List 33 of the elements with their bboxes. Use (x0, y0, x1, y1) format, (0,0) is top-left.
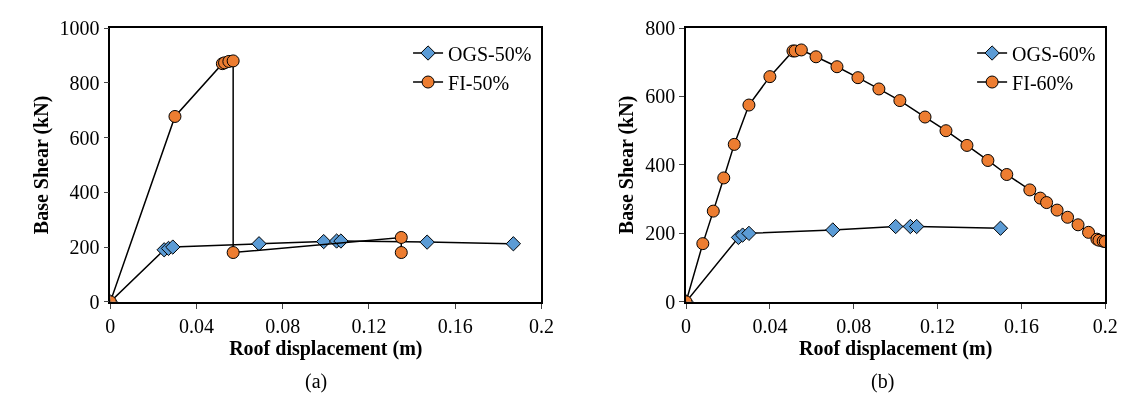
text: (a) (305, 370, 328, 393)
x-tick-label: 0.12 (920, 314, 956, 337)
x-tick-label: 0 (681, 314, 692, 337)
x-tick-label: 0.04 (179, 314, 215, 337)
y-tick-label: 400 (645, 153, 676, 176)
y-tick-label: 0 (89, 290, 100, 313)
legend-label: FI-50% (448, 71, 510, 94)
x-tick-label: 0.16 (1003, 314, 1039, 337)
y-tick-label: 200 (645, 222, 676, 245)
x-axis-title: Roof displacement (m) (799, 336, 993, 360)
y-axis-title: Base Shear (kN) (29, 95, 53, 235)
x-tick-label: 0.16 (437, 314, 473, 337)
x-tick-label: 0.12 (351, 314, 387, 337)
x-tick-label: 0.08 (265, 314, 301, 337)
legend-label: OGS-50% (448, 42, 532, 65)
y-axis-title: Base Shear (kN) (615, 95, 639, 235)
text: (b) (871, 370, 895, 393)
x-tick-label: 0.08 (836, 314, 872, 337)
x-axis-title: Roof displacement (m) (229, 336, 423, 360)
y-tick-label: 200 (69, 236, 100, 259)
x-tick-label: 0.04 (752, 314, 788, 337)
legend-label: FI-60% (1012, 71, 1074, 94)
y-tick-label: 400 (69, 181, 100, 204)
x-tick-label: 0 (105, 314, 116, 337)
y-tick-label: 600 (69, 126, 100, 149)
y-tick-label: 600 (645, 85, 676, 108)
y-tick-label: 1000 (59, 17, 100, 40)
x-tick-label: 0.2 (528, 314, 554, 337)
y-tick-label: 800 (645, 17, 676, 40)
legend-label: OGS-60% (1012, 42, 1096, 65)
y-tick-label: 0 (665, 290, 676, 313)
y-tick-label: 800 (69, 71, 100, 94)
x-tick-label: 0.2 (1092, 314, 1118, 337)
